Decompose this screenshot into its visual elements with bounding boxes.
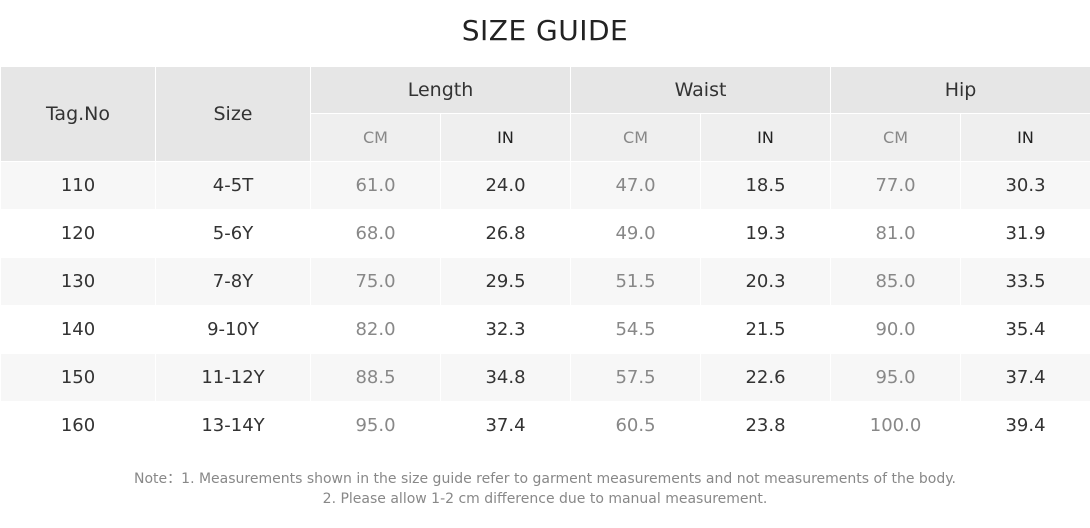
table-row: 160 13-14Y 95.0 37.4 60.5 23.8 100.0 39.4 xyxy=(0,401,1090,450)
cell-tag-no: 160 xyxy=(0,401,156,450)
cell-size: 11-12Y xyxy=(155,353,311,402)
cell-size: 5-6Y xyxy=(155,209,311,258)
cell-waist-cm: 49.0 xyxy=(570,209,702,258)
note-line-1: Note：1. Measurements shown in the size g… xyxy=(134,471,956,487)
cell-length-cm: 75.0 xyxy=(310,257,441,306)
cell-length-in: 26.8 xyxy=(439,209,572,258)
table-row: 150 11-12Y 88.5 34.8 57.5 22.6 95.0 37.4 xyxy=(0,353,1090,402)
cell-waist-cm: 51.5 xyxy=(570,257,702,306)
header-length: Length xyxy=(309,66,572,114)
cell-length-in: 34.8 xyxy=(439,353,572,402)
header-hip-cm: CM xyxy=(830,113,962,162)
cell-hip-cm: 85.0 xyxy=(830,257,962,306)
cell-waist-in: 21.5 xyxy=(700,305,832,354)
cell-hip-cm: 90.0 xyxy=(830,305,962,354)
cell-hip-in: 33.5 xyxy=(960,257,1090,306)
cell-hip-cm: 77.0 xyxy=(830,161,962,210)
cell-hip-in: 35.4 xyxy=(960,305,1090,354)
cell-waist-in: 19.3 xyxy=(700,209,832,258)
cell-hip-in: 30.3 xyxy=(960,161,1090,210)
header-tag-no: Tag.No xyxy=(0,66,156,162)
cell-hip-cm: 81.0 xyxy=(830,209,962,258)
cell-waist-cm: 54.5 xyxy=(570,305,702,354)
header-waist-in: IN xyxy=(700,113,832,162)
cell-tag-no: 120 xyxy=(0,209,156,258)
header-hip-in: IN xyxy=(960,113,1090,162)
cell-tag-no: 110 xyxy=(0,161,156,210)
cell-tag-no: 140 xyxy=(0,305,156,354)
cell-tag-no: 130 xyxy=(0,257,156,306)
header-hip: Hip xyxy=(830,66,1090,114)
cell-size: 7-8Y xyxy=(155,257,311,306)
cell-length-cm: 61.0 xyxy=(310,161,441,210)
cell-size: 13-14Y xyxy=(155,401,311,450)
header-length-in: IN xyxy=(439,113,572,162)
cell-hip-in: 31.9 xyxy=(960,209,1090,258)
cell-length-cm: 82.0 xyxy=(310,305,441,354)
header-waist: Waist xyxy=(570,66,832,114)
header-size: Size xyxy=(155,66,311,162)
header-length-cm: CM xyxy=(310,113,441,162)
cell-tag-no: 150 xyxy=(0,353,156,402)
cell-waist-cm: 57.5 xyxy=(570,353,702,402)
cell-waist-in: 23.8 xyxy=(700,401,832,450)
header-waist-cm: CM xyxy=(570,113,702,162)
cell-length-in: 37.4 xyxy=(439,401,572,450)
note-line-2: 2. Please allow 1-2 cm difference due to… xyxy=(322,491,768,507)
cell-size: 4-5T xyxy=(155,161,311,210)
table-row: 140 9-10Y 82.0 32.3 54.5 21.5 90.0 35.4 xyxy=(0,305,1090,354)
cell-hip-cm: 95.0 xyxy=(830,353,962,402)
cell-waist-cm: 47.0 xyxy=(570,161,702,210)
cell-waist-cm: 60.5 xyxy=(570,401,702,450)
size-table: Tag.No Size Length Waist Hip CM IN CM IN… xyxy=(0,66,1090,450)
cell-length-in: 32.3 xyxy=(439,305,572,354)
table-row: 130 7-8Y 75.0 29.5 51.5 20.3 85.0 33.5 xyxy=(0,257,1090,306)
table-row: 110 4-5T 61.0 24.0 47.0 18.5 77.0 30.3 xyxy=(0,161,1090,210)
cell-hip-in: 37.4 xyxy=(960,353,1090,402)
cell-length-in: 29.5 xyxy=(439,257,572,306)
table-row: 120 5-6Y 68.0 26.8 49.0 19.3 81.0 31.9 xyxy=(0,209,1090,258)
cell-waist-in: 18.5 xyxy=(700,161,832,210)
page-title: SIZE GUIDE xyxy=(461,14,629,47)
note: Note：1. Measurements shown in the size g… xyxy=(0,469,1090,509)
cell-length-cm: 88.5 xyxy=(310,353,441,402)
cell-hip-in: 39.4 xyxy=(960,401,1090,450)
cell-waist-in: 22.6 xyxy=(700,353,832,402)
cell-length-cm: 68.0 xyxy=(310,209,441,258)
cell-size: 9-10Y xyxy=(155,305,311,354)
cell-length-cm: 95.0 xyxy=(310,401,441,450)
cell-hip-cm: 100.0 xyxy=(830,401,962,450)
cell-waist-in: 20.3 xyxy=(700,257,832,306)
cell-length-in: 24.0 xyxy=(439,161,572,210)
